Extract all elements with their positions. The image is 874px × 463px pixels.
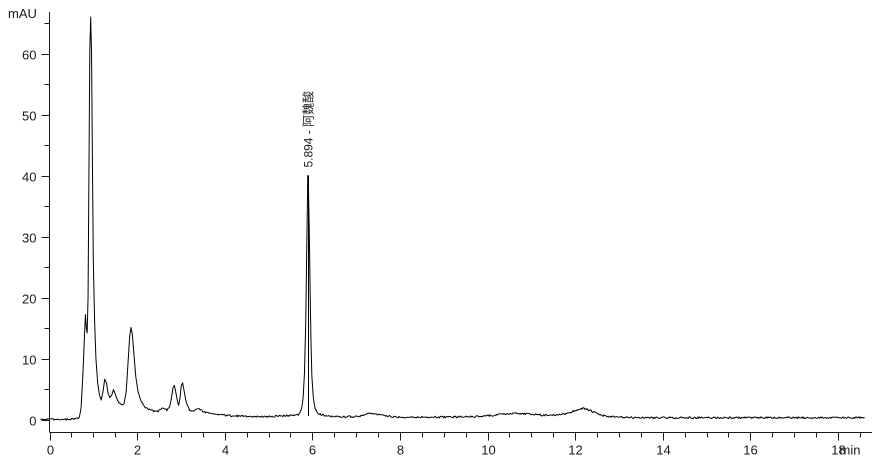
y-tick-label: 30	[22, 231, 36, 246]
y-tick-label: 0	[29, 414, 36, 429]
x-axis-unit-label: min	[840, 443, 861, 458]
y-tick-label: 20	[22, 292, 36, 307]
y-tick-label: 40	[22, 170, 36, 185]
x-tick-label: 2	[134, 443, 141, 458]
x-tick-label: 10	[481, 443, 495, 458]
y-axis-unit-label: mAU	[8, 6, 37, 21]
x-tick-label: 16	[743, 443, 757, 458]
y-tick-label: 10	[22, 353, 36, 368]
y-axis-tick-labels: 0 10 20 30 40 50 60	[22, 48, 36, 429]
x-tick-label: 6	[309, 443, 316, 458]
x-axis-tick-labels: 0 2 4 6 8 10 12 14 16 18	[47, 443, 846, 458]
y-tick-label: 60	[22, 48, 36, 63]
x-tick-label: 8	[397, 443, 404, 458]
x-tick-label: 12	[568, 443, 582, 458]
chromatogram-trace	[40, 16, 865, 421]
y-axis-ticks	[41, 23, 50, 421]
x-tick-label: 0	[47, 443, 54, 458]
y-tick-label: 50	[22, 109, 36, 124]
x-tick-label: 4	[222, 443, 229, 458]
axis-lines	[49, 12, 872, 433]
x-axis-ticks	[50, 432, 861, 441]
x-tick-label: 18	[831, 443, 845, 458]
x-tick-label: 14	[656, 443, 670, 458]
peak-label-ferulic-acid: 5.894 - 阿魏酸	[301, 91, 316, 168]
